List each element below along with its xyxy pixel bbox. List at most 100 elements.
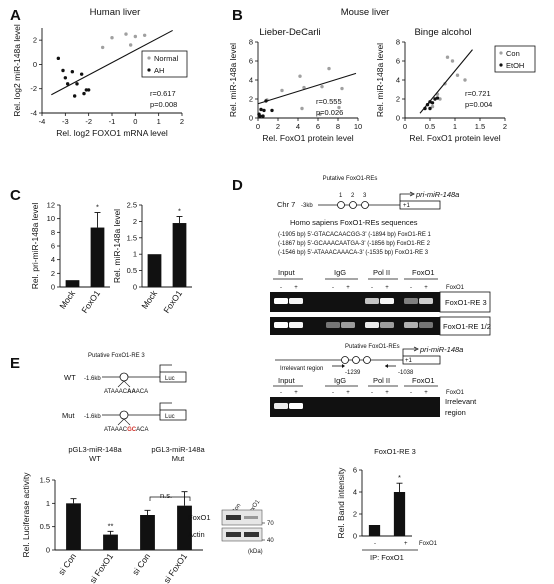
bar <box>103 534 118 550</box>
irrelevant-region-text: Irrelevant region <box>280 366 323 372</box>
seq-mut-a: ATAAAC <box>104 427 128 433</box>
scatter-point <box>261 114 265 118</box>
x-tick-label: 10 <box>354 122 362 131</box>
mut-label: Mut <box>62 411 75 420</box>
minus3kb-label: -3kb <box>301 203 313 209</box>
gel-sign: + <box>424 285 428 291</box>
scatter-point <box>79 72 84 76</box>
regression-line <box>257 72 357 105</box>
construct-wt-1: pGL3-miR-148a <box>68 445 122 454</box>
stat-p-a: p=0.008 <box>150 100 177 109</box>
gel2-header-input: Input <box>278 376 296 385</box>
y-tick-label: 2 <box>51 269 55 278</box>
bar <box>177 505 192 550</box>
seq-line-3: (-1546 bp) 5'-ATAAACAAACA-3' (-1535 bp) … <box>278 250 429 256</box>
gel-band <box>274 322 288 328</box>
panel-letter-b: B <box>232 7 243 24</box>
bar-chart-c-right: 0 0.5 1 1.5 2 2.5 Mock FoxO1 * Rel. miR-148a leve… <box>112 201 192 315</box>
y-tick-label: 0 <box>33 60 37 69</box>
y-tick-label: -2 <box>30 84 37 93</box>
construct-wt-2: WT <box>89 454 101 463</box>
gel2-foxo1-label: FoxO1 <box>446 390 465 396</box>
gel-sign: - <box>280 285 282 291</box>
x-tick-label: 4 <box>296 122 300 131</box>
pri-mir-label: pri-miR-148a <box>415 190 459 199</box>
category-label: si Con <box>130 551 152 577</box>
scatter-point <box>56 56 61 61</box>
scatter-point <box>327 66 331 71</box>
regression-line <box>419 49 473 114</box>
y-tick-label: 2 <box>33 36 37 45</box>
y-tick-label: 2 <box>396 95 400 104</box>
panel-letter-e: E <box>10 355 20 372</box>
scatter-point <box>72 94 77 98</box>
putative-res-label-2: Putative FoxO1-REs <box>345 344 400 350</box>
gel-band <box>365 322 379 328</box>
gel-row-label-re3: FoxO1-RE 3 <box>445 298 487 307</box>
y-tick-label: 6 <box>396 57 400 66</box>
re-circle-3 <box>361 201 369 209</box>
chip-gel-headers-2: Input IgG Pol II FoxO1 <box>273 376 438 387</box>
scatter-point <box>124 32 128 36</box>
y-tick-label: 0 <box>51 283 55 292</box>
y-axis-label: Rel. pri-miR-148a level <box>30 203 40 290</box>
scatter-point <box>455 73 460 77</box>
panel-a-title: Human liver <box>90 7 141 18</box>
gel-sign: - <box>332 285 334 291</box>
scatter-point <box>463 78 467 82</box>
x-tick-label: 0 <box>403 122 407 131</box>
scatter-point <box>110 36 114 40</box>
scatter-point <box>65 82 70 86</box>
x-tick-label: -3 <box>62 117 69 126</box>
gel-band <box>404 298 418 304</box>
legend-dot-etoh <box>499 63 503 67</box>
wb-row-foxo1: FoxO1 <box>188 513 211 522</box>
scatter-point <box>82 91 86 96</box>
construct-mut-1: pGL3-miR-148a <box>151 445 205 454</box>
y-tick-label: 2 <box>249 95 253 104</box>
x-tick-label: 1 <box>157 117 161 126</box>
x-tick-label: 0.5 <box>425 122 435 131</box>
x-tick-label: 0 <box>133 117 137 126</box>
significance-star: * <box>96 203 99 212</box>
category-label: Mock <box>139 288 159 311</box>
gel-band <box>289 403 303 409</box>
significance-star: ** <box>108 521 114 530</box>
svg-text:1: 1 <box>339 193 343 199</box>
scatter-point <box>428 106 432 111</box>
gel-row-irrelevant <box>270 397 440 417</box>
scatter-point <box>450 59 455 63</box>
gel-sign: + <box>346 285 350 291</box>
legend-dot-con <box>499 51 503 55</box>
irrelevant-region-diagram: Putative FoxO1-REs +1 pri-miR-148a Irrel… <box>275 344 463 376</box>
scatter-point <box>75 82 79 86</box>
wb-band-foxo1-sifoxo1 <box>244 516 258 519</box>
gel-band <box>289 298 303 304</box>
gel2-header-igg: IgG <box>334 376 346 385</box>
y-axis-label: Rel. miR-148a level <box>375 43 385 117</box>
x-tick-label: 2 <box>276 122 280 131</box>
scatter-point <box>70 70 75 74</box>
y-tick-label: 6 <box>249 57 253 66</box>
chip-gel-headers: Input IgG Pol II FoxO1 <box>273 268 438 280</box>
panel-b-subtitle-right: Binge alcohol <box>414 27 471 38</box>
bar <box>65 280 80 287</box>
legend-dot-ah <box>147 68 151 72</box>
svg-text:3: 3 <box>363 193 367 199</box>
y-tick-label: 0 <box>353 532 357 541</box>
y-tick-label: 6 <box>353 466 357 475</box>
y-tick-label: 4 <box>249 76 253 85</box>
scatter-plot-b-right: 0 0.5 1 1.5 2 0 2 4 6 8 Rel. FoxO1 protein level Re… <box>375 38 507 144</box>
x-tick-label: 1.5 <box>475 122 485 131</box>
gel-sign: + <box>385 285 389 291</box>
scatter-plot-a: -4 -3 -2 -1 0 1 2 -4 -2 0 2 Rel. log2 FOXO1 mRNA le… <box>12 24 184 138</box>
x-tick-label: -4 <box>39 117 46 126</box>
scatter-point <box>84 88 89 92</box>
panel-letter-a: A <box>10 7 21 24</box>
y-tick-label: 2 <box>353 510 357 519</box>
y-axis-label: Rel. miR-148a level <box>228 43 238 117</box>
y-tick-label: 8 <box>51 228 55 237</box>
gel-band <box>274 403 288 409</box>
svg-text:ATAAACAAACA: ATAAACAAACA <box>104 389 148 395</box>
